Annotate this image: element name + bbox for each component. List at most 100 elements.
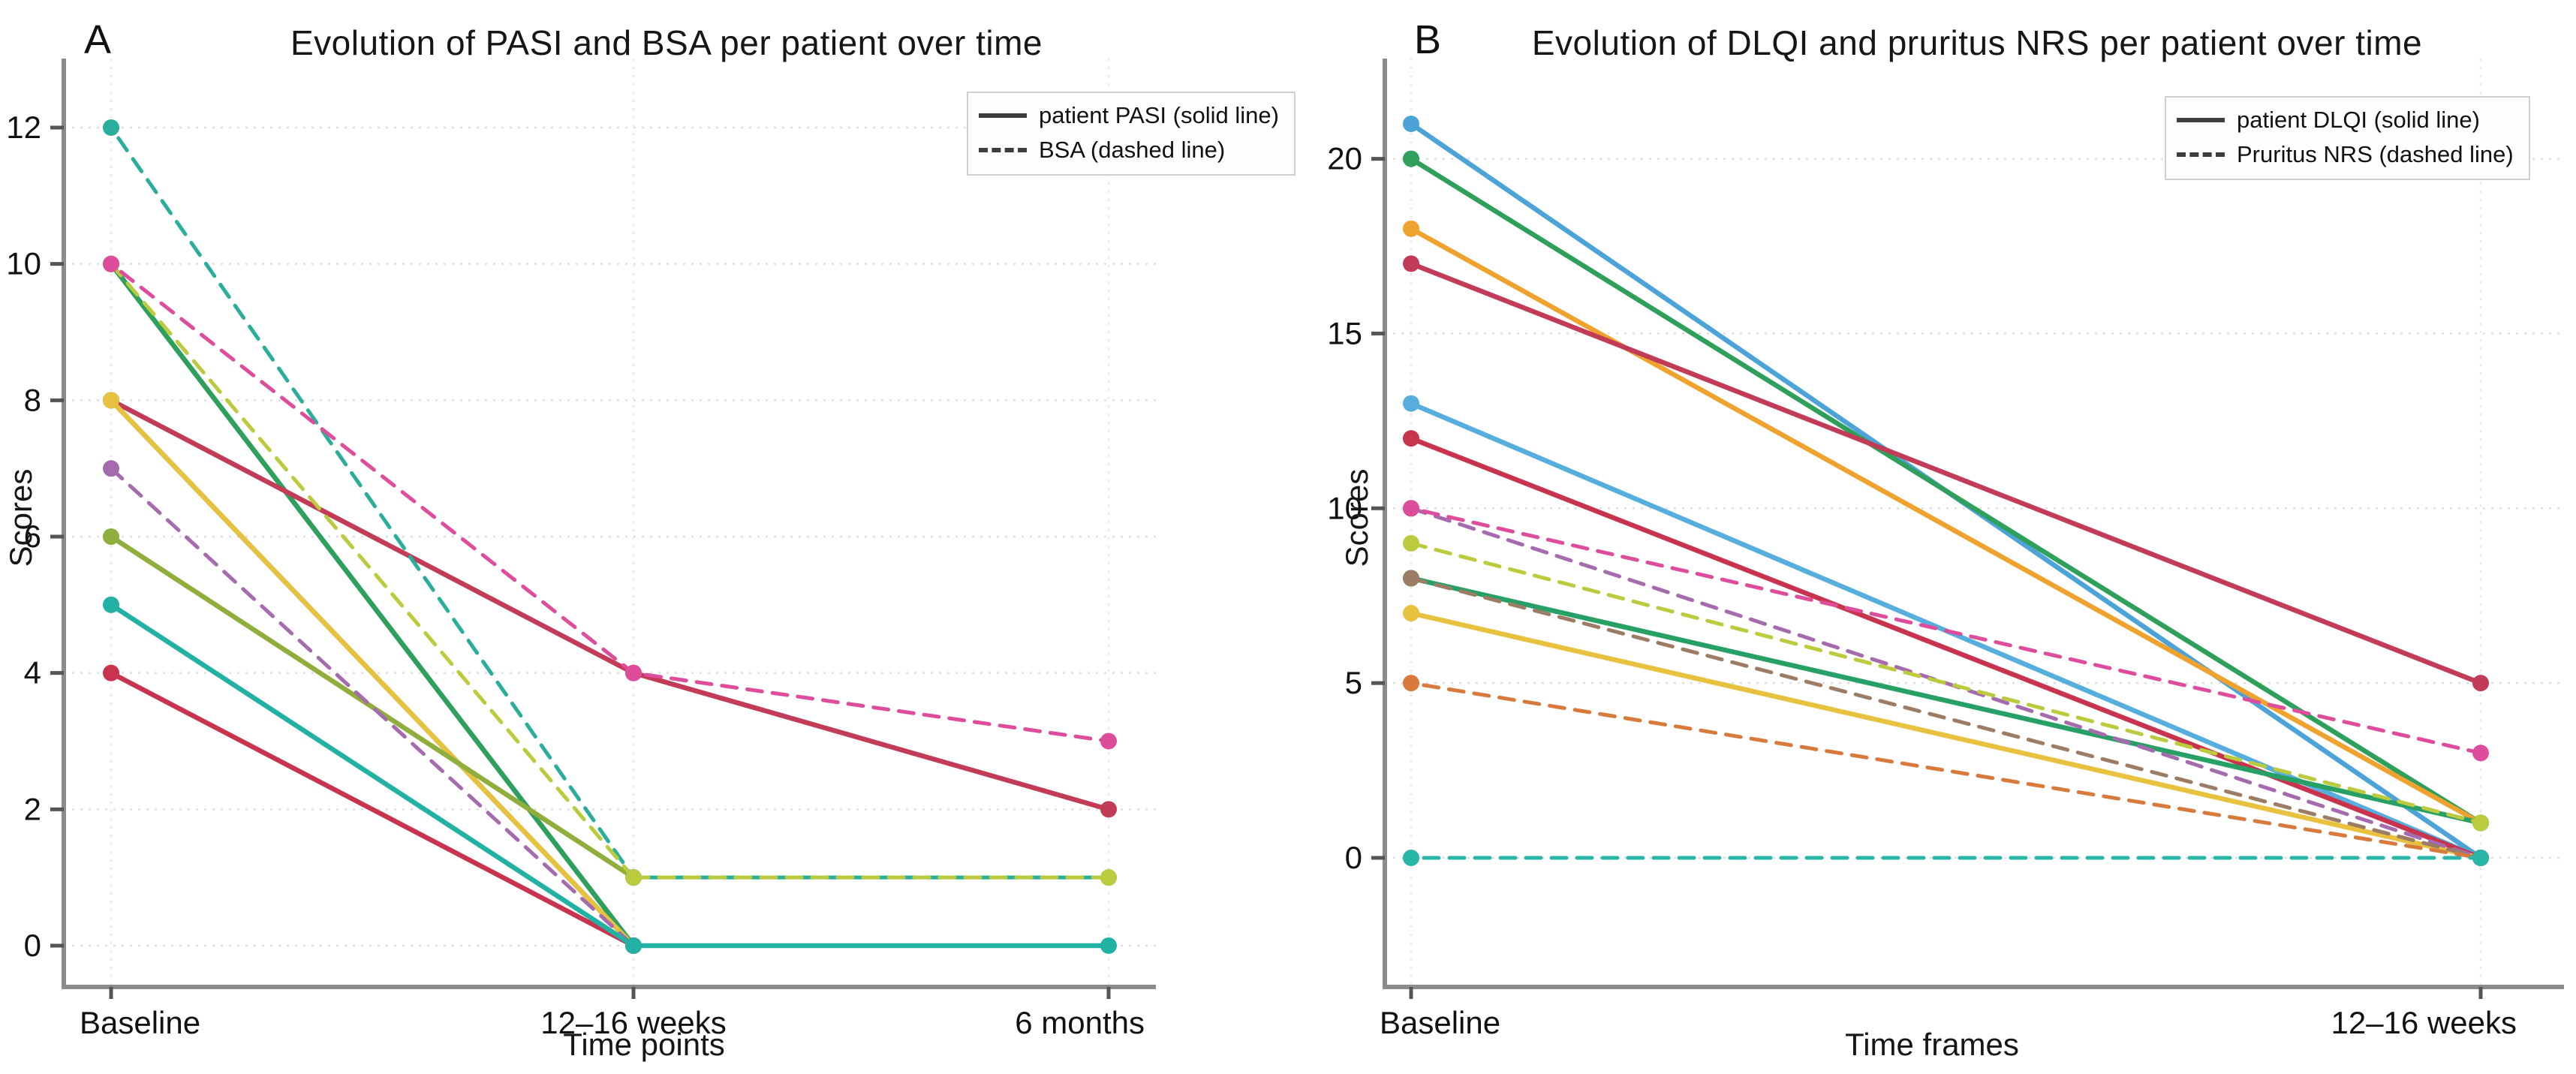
y-axis-ticks: 0 5 10 15 20	[1327, 141, 1385, 875]
y-tick-label: 4	[24, 655, 41, 690]
series-lines	[108, 125, 1112, 949]
y-tick-label: 10	[6, 246, 41, 281]
panel-a-letter: A	[84, 17, 112, 62]
data-point	[103, 392, 119, 409]
data-point	[1403, 534, 1419, 552]
data-point	[1403, 116, 1419, 132]
y-tick-label: 0	[24, 928, 41, 963]
series-line	[1408, 610, 2484, 861]
gridlines	[1385, 59, 2564, 987]
legend-label: BSA (dashed line)	[1039, 137, 1226, 163]
series-line	[109, 466, 636, 948]
x-axis-ticks: Baseline 12–16 weeks 6 months	[80, 987, 1145, 1040]
series-line	[1408, 156, 2484, 826]
data-point	[1403, 430, 1419, 447]
legend-row-solid: patient DLQI (solid line)	[2177, 104, 2514, 137]
series-line	[108, 534, 636, 880]
series-line	[108, 261, 636, 949]
data-point	[2472, 850, 2489, 866]
y-tick-label: 2	[24, 791, 41, 826]
data-point	[2472, 745, 2489, 762]
data-point	[103, 255, 119, 272]
panel-b-letter: B	[1414, 17, 1442, 62]
data-point	[103, 596, 119, 613]
panel-a: 0 2 4 6 8 10 12 Baseline 12–16 weeks 6 months A E…	[3, 17, 1296, 1062]
dashed-line-sample-icon	[979, 148, 1027, 152]
x-tick-label: Baseline	[1380, 1005, 1500, 1040]
legend-row-dashed: Pruritus NRS (dashed line)	[2177, 138, 2514, 171]
solid-line-sample-icon	[979, 113, 1027, 118]
data-point	[1403, 500, 1419, 517]
axes	[62, 59, 1156, 989]
chart-b-canvas: 0 5 10 15 20 Baseline 12–16 weeks	[1327, 59, 2564, 1040]
chart-b-title: Evolution of DLQI and pruritus NRS per p…	[1531, 23, 2423, 62]
data-point	[1403, 255, 1419, 272]
series-lines	[1408, 121, 2484, 861]
x-tick-label: 12–16 weeks	[540, 1005, 727, 1040]
data-point	[625, 869, 642, 886]
gridlines	[64, 59, 1156, 987]
series-line	[109, 125, 636, 880]
chart-b-x-axis-label: Time frames	[1845, 1027, 2019, 1062]
data-point	[1403, 605, 1419, 621]
x-tick-label: Baseline	[80, 1005, 200, 1040]
legend-label: Pruritus NRS (dashed line)	[2237, 141, 2514, 167]
chart-b-y-axis-label: Scores	[1339, 468, 1374, 567]
x-axis-ticks: Baseline 12–16 weeks	[1380, 987, 2517, 1040]
y-tick-label: 12	[6, 110, 41, 145]
panel-b: 0 5 10 15 20 Baseline 12–16 weeks B Evolution …	[1288, 0, 2576, 1074]
series-line	[1409, 506, 2483, 755]
data-points	[1403, 116, 2489, 866]
y-tick-label: 20	[1327, 141, 1362, 176]
data-point	[1100, 937, 1117, 954]
series-line	[108, 670, 636, 949]
series-line	[108, 398, 636, 949]
data-point	[103, 528, 119, 545]
dashed-line-sample-icon	[2177, 152, 2225, 157]
data-point	[1403, 395, 1419, 412]
series-line	[108, 398, 636, 675]
data-point	[1403, 570, 1419, 587]
data-point	[103, 119, 119, 136]
data-points	[103, 119, 1117, 954]
series-line	[109, 262, 636, 675]
series-line	[630, 670, 1112, 812]
legend-label: patient PASI (solid line)	[1039, 102, 1279, 128]
series-line	[1409, 576, 2483, 860]
series-line	[1408, 576, 2484, 826]
legend-label: patient DLQI (solid line)	[2237, 107, 2480, 133]
series-line	[108, 602, 636, 949]
data-point	[2472, 814, 2489, 832]
legend-row-dashed: BSA (dashed line)	[979, 134, 1279, 167]
data-point	[625, 937, 642, 954]
data-point	[1403, 150, 1419, 167]
series-line	[631, 671, 1111, 743]
x-tick-label: 6 months	[1015, 1005, 1145, 1040]
chart-a-canvas: 0 2 4 6 8 10 12 Baseline 12–16 weeks 6 months	[6, 59, 1156, 1040]
data-point	[103, 664, 119, 681]
chart-b-legend: patient DLQI (solid line) Pruritus NRS (…	[2165, 96, 2530, 180]
data-point	[625, 664, 642, 681]
series-line	[1409, 541, 2483, 825]
legend-row-solid: patient PASI (solid line)	[979, 99, 1279, 132]
chart-a-legend: patient PASI (solid line) BSA (dashed li…	[967, 92, 1296, 176]
data-point	[103, 460, 119, 477]
series-line	[1408, 435, 2484, 861]
y-tick-label: 6	[24, 519, 41, 554]
data-point	[1100, 869, 1117, 886]
y-tick-label: 8	[24, 382, 41, 417]
series-line	[109, 262, 636, 880]
x-tick-label: 12–16 weeks	[2331, 1005, 2517, 1040]
data-point	[1100, 801, 1117, 818]
y-tick-label: 5	[1345, 665, 1362, 700]
y-tick-label: 10	[1327, 490, 1362, 525]
chart-a-x-axis-label: Time points	[563, 1027, 725, 1062]
solid-line-sample-icon	[2177, 118, 2225, 122]
data-point	[2472, 675, 2489, 692]
axes	[1383, 59, 2564, 989]
chart-a-title: Evolution of PASI and BSA per patient ov…	[290, 23, 1043, 62]
y-axis-ticks: 0 2 4 6 8 10 12	[6, 110, 64, 963]
chart-a-y-axis-label: Scores	[3, 468, 38, 567]
y-tick-label: 15	[1327, 315, 1362, 350]
